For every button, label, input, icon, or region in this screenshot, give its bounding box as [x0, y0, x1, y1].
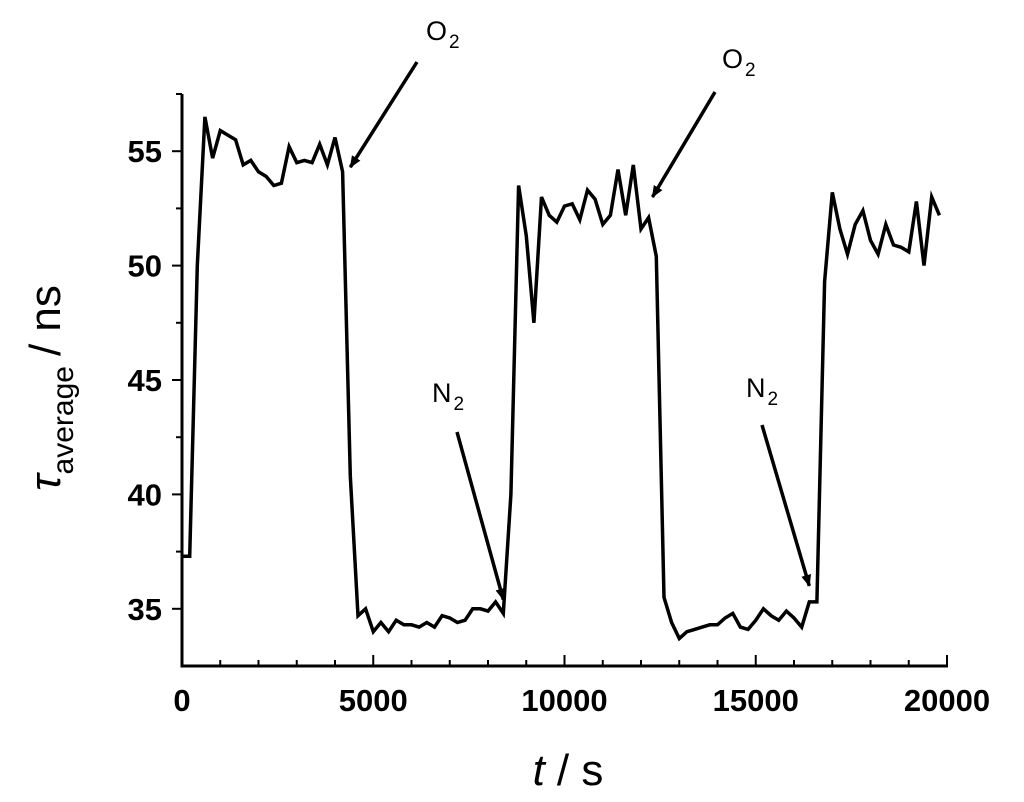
- x-tick-label: 5000: [339, 683, 408, 718]
- annotation-layer: O 2O 2N 2N 2: [348, 16, 811, 601]
- annotation-label-subscript: 2: [454, 394, 465, 415]
- series-line: [182, 116, 942, 642]
- annotation-arrow: [650, 91, 717, 198]
- y-axis-symbol: τ: [21, 472, 70, 491]
- annotation-label-main: N: [432, 378, 452, 408]
- x-axis-unit: / s: [557, 746, 603, 795]
- y-tick-label: 40: [128, 477, 162, 512]
- annotation-arrow: [348, 61, 419, 169]
- y-axis-unit: / ns: [21, 285, 70, 356]
- x-axis-symbol: t: [533, 746, 547, 795]
- annotation-arrow: [455, 431, 506, 601]
- annotation-label-main: O: [426, 16, 447, 46]
- series-layer: [182, 116, 942, 642]
- x-tick-label: 10000: [521, 683, 607, 718]
- y-axis-title: τaverage / ns: [21, 285, 80, 491]
- x-tick-label: 20000: [904, 683, 990, 718]
- annotation-label-main: N: [746, 373, 766, 403]
- x-tick-label: 0: [173, 683, 190, 718]
- y-tick-label: 35: [128, 592, 162, 627]
- y-ticks: 35 40 45 50 55: [128, 93, 182, 627]
- annotation-arrow: [760, 424, 811, 587]
- annotation-label-main: O: [722, 44, 743, 74]
- y-axis-subscript: average: [47, 366, 80, 474]
- annotation-label-subscript: 2: [768, 389, 779, 410]
- annotation-label-subscript: 2: [449, 32, 460, 53]
- annotation-label-subscript: 2: [745, 60, 756, 81]
- x-tick-label: 15000: [713, 683, 799, 718]
- y-tick-label: 45: [128, 363, 162, 398]
- axes: 0 5000 10000 15000 20000 35 40 45 50 55: [128, 93, 990, 718]
- y-tick-label: 50: [128, 249, 162, 284]
- x-axis-title: t / s: [533, 746, 604, 795]
- y-tick-label: 55: [128, 134, 162, 169]
- x-ticks: 0 5000 10000 15000 20000: [173, 655, 990, 718]
